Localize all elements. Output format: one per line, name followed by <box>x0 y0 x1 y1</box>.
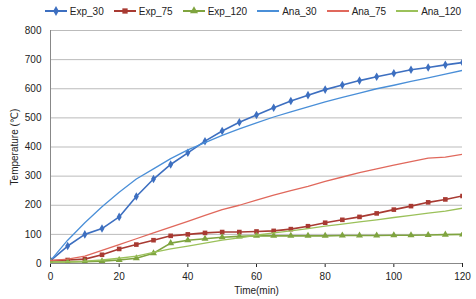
svg-text:400: 400 <box>25 141 42 152</box>
svg-text:80: 80 <box>320 271 332 282</box>
svg-text:0: 0 <box>48 271 54 282</box>
html-text:Exp_30: Exp_30 <box>69 5 104 17</box>
html-text:Ana_30: Ana_30 <box>282 5 317 17</box>
svg-text:200: 200 <box>25 199 42 210</box>
svg-text:600: 600 <box>25 83 42 94</box>
svg-text:60: 60 <box>251 271 263 282</box>
svg-text:800: 800 <box>25 25 42 36</box>
svg-text:500: 500 <box>25 112 42 123</box>
svg-text:120: 120 <box>454 271 471 282</box>
svg-text:300: 300 <box>25 170 42 181</box>
svg-text:40: 40 <box>182 271 194 282</box>
html-text:Ana_120: Ana_120 <box>421 5 462 17</box>
html-text:Exp_75: Exp_75 <box>138 5 173 17</box>
html-text:Exp_120: Exp_120 <box>207 5 248 17</box>
svg-text:20: 20 <box>114 271 126 282</box>
svg-text:100: 100 <box>25 229 42 240</box>
html-text:Ana_75: Ana_75 <box>351 5 387 17</box>
svg-text:0: 0 <box>36 258 42 269</box>
svg-text:100: 100 <box>385 271 402 282</box>
svg-text:Time(min): Time(min) <box>234 285 279 296</box>
svg-text:700: 700 <box>25 54 42 65</box>
svg-text:Temperature (℃): Temperature (℃) <box>9 109 20 186</box>
